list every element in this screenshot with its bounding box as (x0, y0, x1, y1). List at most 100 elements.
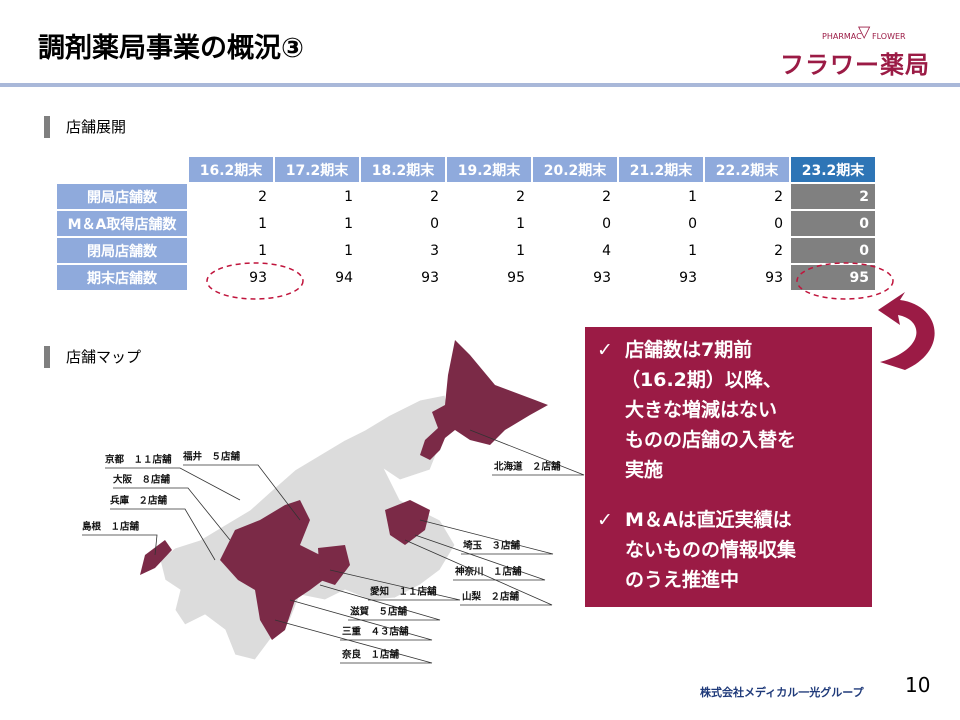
leader-line (113, 487, 231, 541)
column-header: 16.2期末 (189, 157, 273, 182)
curved-arrow (878, 292, 935, 370)
callout-line: ✓ 店舗数は7期前 (597, 335, 862, 365)
callout-line: 大きな増減はない (597, 395, 862, 425)
header-row: 16.2期末 17.2期末 18.2期末 19.2期末 20.2期末 21.2期末 22.2… (57, 157, 875, 182)
map-label: 神奈川 １店舗 (454, 566, 522, 578)
map-region (385, 500, 430, 545)
table-cell: 93 (765, 269, 783, 286)
column-header: 17.2期末 (275, 157, 359, 182)
table-cell: 2 (774, 188, 783, 205)
japan-map (140, 340, 548, 661)
column-header: 23.2期末 (791, 157, 875, 182)
leader-line (82, 534, 158, 556)
callout-text: 店舗数は7期前 (625, 339, 753, 361)
table-cell: 2 (516, 188, 525, 205)
map-region (318, 545, 350, 585)
callout-text: 大きな増減はない (625, 399, 778, 421)
logo: PHARMAC ▽ FLOWER フラワー薬局 (780, 20, 940, 80)
title-rule (0, 83, 960, 87)
map-region (220, 500, 330, 640)
map-label: 福井 ５店舗 (182, 451, 241, 463)
table-cell: 95 (791, 265, 875, 290)
table-cell: 94 (335, 269, 353, 286)
column-header: 18.2期末 (361, 157, 445, 182)
callout-text: ないものの情報収集 (625, 539, 797, 561)
column-header: 22.2期末 (705, 157, 789, 182)
table-cell: 93 (249, 269, 267, 286)
table-cell: 0 (430, 215, 439, 232)
callout-line: のうえ推進中 (597, 565, 862, 595)
slide-title: 調剤薬局事業の概況③ (38, 33, 304, 64)
leader-line (319, 584, 441, 621)
logo-mark: ▽ (858, 22, 871, 41)
column-header: 20.2期末 (533, 157, 617, 182)
leader-line (183, 464, 301, 521)
table-cell: 0 (791, 211, 875, 236)
table-cell: 2 (258, 188, 267, 205)
leader-line (414, 534, 546, 581)
table-cell: 0 (688, 215, 697, 232)
page-number: 10 (905, 673, 931, 697)
table-cell: 2 (430, 188, 439, 205)
leader-line (419, 519, 554, 555)
callout-line: ものの店舗の入替を (597, 425, 862, 455)
map-label: 山梨 ２店舗 (462, 591, 520, 603)
check-mark: ✓ (597, 339, 613, 361)
callout-line: （16.2期）以降、 (597, 365, 862, 395)
leader-line (110, 508, 216, 561)
callout-text: のうえ推進中 (625, 569, 740, 591)
table-row: 開局店舗数 2 1 2 2 2 1 2 2 (57, 184, 875, 209)
leader-line (469, 429, 585, 476)
table-row: 閉局店舗数 1 1 3 1 4 1 2 0 (57, 238, 875, 263)
table-cell: 93 (421, 269, 439, 286)
table-cell: 1 (688, 242, 697, 259)
table-cell: 1 (344, 215, 353, 232)
callout-text: 実施 (625, 459, 664, 481)
table-cell: 4 (602, 242, 611, 259)
callout-text: M＆Aは直近実績は (625, 509, 792, 531)
map-label: 大阪 ８店舗 (113, 474, 171, 486)
map-label: 滋賀 ５店舗 (350, 606, 408, 618)
callout-text: （16.2期）以降、 (621, 369, 782, 391)
table-cell: 0 (791, 238, 875, 263)
column-header: 19.2期末 (447, 157, 531, 182)
callout-point: ✓ 店舗数は7期前 （16.2期）以降、 大きな増減はない ものの店舗の入替を 実施 (597, 335, 862, 485)
leader-line (329, 569, 461, 601)
table-cell: 2 (774, 242, 783, 259)
table-cell: 1 (688, 188, 697, 205)
table-cell: 1 (344, 242, 353, 259)
section-title: 店舗マップ (44, 346, 141, 368)
section-title: 店舗展開 (44, 116, 126, 138)
table-cell: 1 (344, 188, 353, 205)
table-cell: 1 (258, 242, 267, 259)
row-header: 閉局店舗数 (57, 238, 187, 263)
table-cell: 95 (507, 269, 525, 286)
table-cell: 2 (602, 188, 611, 205)
table-row: M＆A取得店舗数 1 1 0 1 0 0 0 0 (57, 211, 875, 236)
callout-point: ✓ M＆Aは直近実績はないものの情報収集 のうえ推進中 (597, 505, 862, 595)
logo-en-right: FLOWER (872, 32, 906, 41)
table-cell: 93 (679, 269, 697, 286)
leader-line (274, 619, 433, 664)
map-label: 埼玉 ３店舗 (463, 540, 521, 552)
callout-line: ✓ M＆Aは直近実績は (597, 505, 862, 535)
table-cell: 3 (430, 242, 439, 259)
map-region (420, 340, 548, 460)
table-cell: 0 (774, 215, 783, 232)
table-cell: 0 (602, 215, 611, 232)
map-label: 京都 １１店舗 (105, 454, 172, 466)
corner-cell (57, 157, 187, 182)
leader-line (289, 599, 433, 641)
callout-text: ものの店舗の入替を (625, 429, 797, 451)
map-label: 兵庫 ２店舗 (110, 495, 168, 507)
table-cell: 2 (791, 184, 875, 209)
leader-line (105, 467, 241, 501)
row-header: 開局店舗数 (57, 184, 187, 209)
table-row: 期末店舗数 93 94 93 95 93 93 93 95 (57, 265, 875, 290)
table-cell: 1 (258, 215, 267, 232)
logo-name: フラワー薬局 (780, 51, 930, 79)
leader-line (404, 539, 553, 606)
callout-line: 実施 (597, 455, 862, 485)
map-label: 三重 ４３店舗 (342, 626, 409, 638)
